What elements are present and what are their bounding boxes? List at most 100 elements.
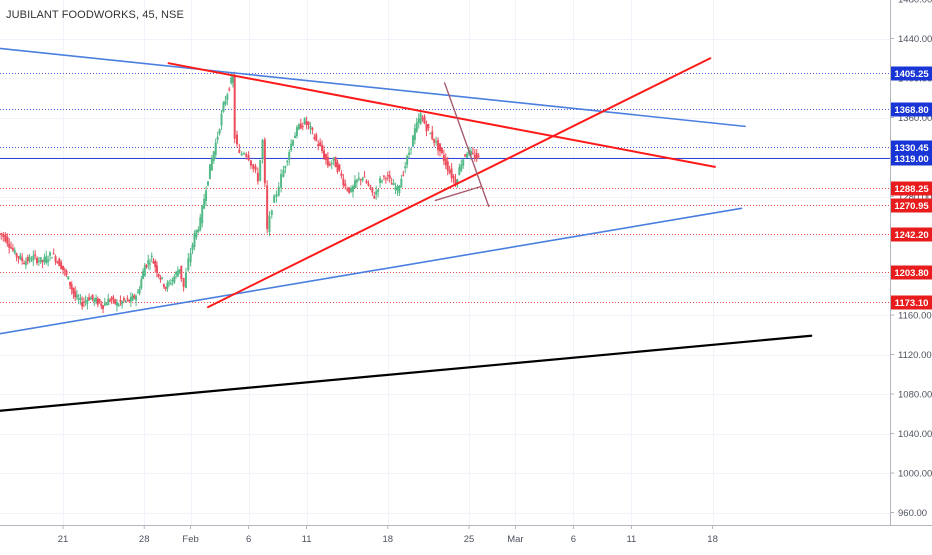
candle-body (366, 181, 368, 183)
price-level-label-text: 1319.00 (894, 154, 928, 165)
price-level-label-text: 1288.25 (894, 184, 929, 195)
candle-body (17, 257, 19, 259)
candle-body (56, 262, 58, 263)
price-level-label-text: 1173.10 (895, 298, 929, 309)
price-level-label: 1288.25 (891, 182, 932, 196)
candle-body (135, 296, 137, 300)
candle-body (327, 157, 329, 166)
candle-body (252, 164, 254, 168)
candle-body (40, 257, 42, 262)
candle-body (205, 190, 207, 201)
candle-body (248, 155, 250, 160)
candle-body (346, 189, 348, 191)
time-tick-label: 6 (571, 534, 576, 545)
candle-body (62, 266, 64, 270)
candle-body (371, 187, 373, 192)
candle-body (213, 151, 215, 161)
candle-body (6, 237, 8, 244)
candle-body (445, 158, 447, 165)
price-level-label: 1319.00 (891, 152, 932, 166)
candle-body (369, 185, 371, 186)
price-tick-label: 1080.00 (898, 390, 932, 401)
candle-body (215, 143, 217, 155)
candle-body (139, 289, 141, 293)
candle-body (128, 300, 130, 302)
candle-body (137, 292, 139, 293)
candle-body (348, 187, 350, 192)
trend-lines (0, 48, 811, 410)
candle-body (416, 122, 418, 131)
candle-body (427, 124, 429, 128)
grid (0, 0, 890, 525)
candle-body (396, 186, 398, 190)
candle-body (93, 299, 95, 302)
candle-body (412, 136, 414, 147)
candle-body (144, 266, 146, 277)
candle-body (460, 164, 462, 170)
candle-body (211, 158, 213, 170)
candle-body (414, 128, 416, 140)
candle-body (21, 258, 23, 261)
candle-body (195, 230, 197, 237)
candle-body (49, 252, 51, 255)
candle-body (296, 127, 298, 136)
black-trend-line (0, 336, 811, 411)
candle-body (29, 257, 31, 261)
candle-body (288, 152, 290, 160)
candle-body (431, 131, 433, 139)
candle-body (85, 301, 87, 302)
candle-body (259, 160, 261, 181)
candle-body (385, 178, 387, 179)
candle-body (42, 260, 44, 262)
candle-body (418, 119, 420, 123)
candle-body (179, 269, 181, 271)
candle-body (53, 253, 55, 254)
candle-body (67, 276, 69, 279)
candle-body (464, 155, 466, 157)
candle-body (245, 154, 247, 157)
candle-body (154, 261, 156, 267)
candle-body (453, 176, 455, 179)
candle-body (230, 78, 232, 84)
candle-body (391, 183, 393, 184)
candle-body (193, 234, 195, 247)
candle-body (238, 150, 240, 153)
candle-body (424, 116, 426, 123)
candle-body (264, 140, 266, 184)
candle-body (420, 114, 422, 124)
candle-body (294, 136, 296, 138)
time-tick-label: 18 (383, 534, 394, 545)
candle-body (447, 161, 449, 170)
price-level-label: 1368.80 (891, 103, 932, 117)
purple-trend-line (435, 187, 480, 201)
candle-body (408, 153, 410, 155)
candle-body (236, 135, 238, 145)
candle-body (262, 140, 264, 159)
candle-body (201, 206, 203, 223)
candle-body (81, 302, 83, 306)
candle-body (12, 248, 14, 250)
candle-body (476, 153, 478, 159)
candle-body (425, 124, 427, 131)
candle-body (379, 178, 381, 183)
candle-body (255, 166, 257, 170)
candle-body (286, 161, 288, 162)
candle-body (266, 186, 268, 230)
candle-body (23, 263, 25, 264)
price-level-label: 1270.95 (891, 199, 932, 213)
price-level-label: 1405.25 (891, 67, 932, 81)
price-level-label-text: 1203.80 (894, 268, 928, 279)
candle-body (16, 253, 18, 256)
candle-body (290, 144, 292, 150)
candle-body (10, 247, 12, 248)
candle-body (406, 156, 408, 165)
candle-body (185, 272, 187, 287)
candle-body (217, 137, 219, 140)
candle-body (147, 260, 149, 264)
candle-body (478, 156, 480, 157)
candle-body (304, 118, 306, 124)
candle-body (319, 142, 321, 146)
